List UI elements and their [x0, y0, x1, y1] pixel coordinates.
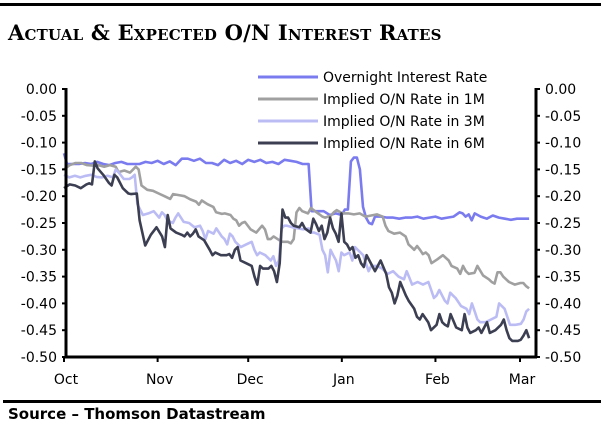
y-tick-label-left: -0.30 — [21, 243, 57, 259]
y-tick-label-right: -0.45 — [545, 323, 581, 339]
y-tick-label-left: -0.35 — [21, 270, 57, 286]
y-tick-label-left: -0.40 — [21, 296, 57, 312]
axes: 0.00 0.00 -0.05 -0.05 -0.10 -0.10 -0.15 -0.15 -0… — [21, 82, 581, 388]
top-rule — [0, 3, 601, 6]
x-tick-label: Nov — [146, 372, 173, 388]
x-tick-label: Jan — [332, 372, 355, 388]
source-note: Source – Thomson Datastream — [8, 405, 266, 423]
y-tick-label-left: -0.25 — [21, 216, 57, 232]
legend-label: Implied O/N Rate in 1M — [323, 92, 485, 108]
x-tick-label: Feb — [425, 372, 450, 388]
legend: Overnight Interest Rate Implied O/N Rate … — [258, 70, 487, 152]
series-line-3 — [63, 160, 531, 343]
series-line-2 — [63, 168, 530, 327]
legend-label: Implied O/N Rate in 6M — [323, 136, 485, 152]
y-tick-label-left: -0.05 — [21, 109, 57, 125]
y-tick-label-right: -0.30 — [545, 243, 581, 259]
y-tick-label-right: -0.05 — [545, 109, 581, 125]
series-lines — [62, 152, 531, 343]
y-tick-label-right: -0.40 — [545, 296, 581, 312]
legend-label: Implied O/N Rate in 3M — [323, 114, 485, 130]
chart-title: Actual & Expected O/N Interest Rates — [8, 20, 442, 45]
y-tick-label-left: 0.00 — [26, 82, 57, 98]
y-tick-label-right: 0.00 — [545, 82, 576, 98]
y-tick-label-right: -0.10 — [545, 136, 581, 152]
y-tick-label-right: -0.50 — [545, 350, 581, 366]
y-tick-label-right: -0.25 — [545, 216, 581, 232]
y-tick-label-left: -0.50 — [21, 350, 57, 366]
y-tick-label-left: -0.45 — [21, 323, 57, 339]
y-tick-label-right: -0.20 — [545, 189, 581, 205]
y-tick-label-right: -0.35 — [545, 270, 581, 286]
legend-label: Overnight Interest Rate — [323, 70, 487, 86]
chart: 0.00 0.00 -0.05 -0.05 -0.10 -0.10 -0.15 -0.15 -0… — [21, 70, 581, 388]
series-line-0 — [62, 152, 530, 226]
y-tick-label-right: -0.15 — [545, 162, 581, 178]
bottom-rule — [3, 400, 601, 403]
x-tick-label: Oct — [54, 372, 79, 388]
x-tick-label: Dec — [237, 372, 264, 388]
x-tick-label: Mar — [509, 372, 536, 388]
series-line-1 — [63, 161, 530, 290]
y-tick-label-left: -0.15 — [21, 162, 57, 178]
y-tick-label-left: -0.20 — [21, 189, 57, 205]
y-tick-label-left: -0.10 — [21, 136, 57, 152]
